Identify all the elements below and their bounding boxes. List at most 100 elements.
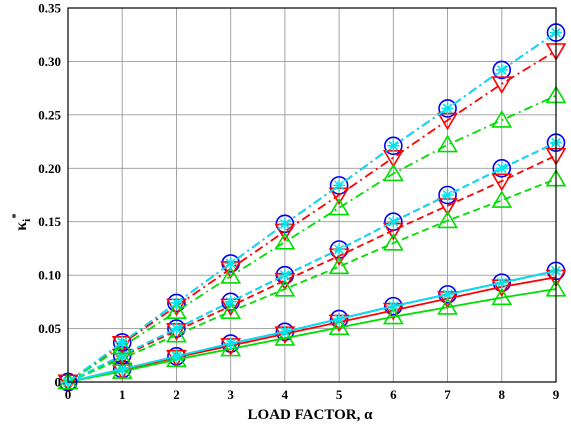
data-point-circle xyxy=(384,136,403,156)
data-point-star xyxy=(224,257,237,270)
x-tick-label: 5 xyxy=(336,387,343,402)
data-point-triangle-up xyxy=(328,256,350,275)
data-point-circle xyxy=(492,60,512,80)
data-point-triangle-up xyxy=(382,306,404,325)
x-axis-ticks: 0 1 2 3 4 5 6 7 8 9 xyxy=(65,387,560,402)
data-point-circle xyxy=(329,176,349,195)
data-point-star xyxy=(495,162,508,175)
data-point-triangle-up xyxy=(220,338,242,357)
data-point-circle xyxy=(438,185,457,205)
x-tick-label: 8 xyxy=(499,387,506,402)
data-point-triangle-up xyxy=(220,301,242,320)
series-2 xyxy=(57,269,567,393)
series-layer xyxy=(57,23,567,393)
y-tick-label: 0 xyxy=(55,375,62,390)
data-point-star xyxy=(278,217,291,230)
data-point-circle xyxy=(384,296,403,316)
data-point-star xyxy=(333,179,346,192)
data-point-circle xyxy=(384,212,403,232)
y-axis-ticks: 0 0.05 0.10 0.15 0.20 0.25 0.30 0.35 xyxy=(38,1,61,390)
data-point-triangle-up xyxy=(166,349,187,368)
data-point-triangle-up xyxy=(274,278,296,297)
series-line xyxy=(67,276,557,383)
data-point-star xyxy=(333,312,346,325)
data-point-triangle-up xyxy=(274,328,296,346)
data-point-triangle-up xyxy=(328,197,350,216)
x-tick-label: 9 xyxy=(553,387,560,402)
y-tick-label: 0.35 xyxy=(38,1,61,16)
data-point-triangle-up xyxy=(437,297,458,315)
data-point-star xyxy=(387,300,400,313)
data-point-star xyxy=(278,269,291,282)
x-tick-label: 4 xyxy=(282,387,289,402)
data-point-triangle-up xyxy=(437,134,458,153)
plot-frame xyxy=(67,7,557,383)
data-point-triangle-up xyxy=(166,324,187,343)
series-6 xyxy=(58,133,566,392)
x-tick-label: 3 xyxy=(227,387,234,402)
data-point-circle xyxy=(492,158,512,178)
data-point-star xyxy=(387,139,400,152)
series-line xyxy=(67,49,557,383)
series-line xyxy=(67,154,557,383)
data-point-circle xyxy=(167,293,186,313)
data-point-star xyxy=(441,189,454,201)
data-point-star xyxy=(170,350,183,363)
y-axis-label-sub: i xyxy=(21,219,33,222)
data-point-triangle-up xyxy=(274,231,296,250)
series-13 xyxy=(57,85,567,390)
y-axis-label: κi* xyxy=(10,213,33,231)
data-point-triangle-up xyxy=(382,232,404,251)
data-point-circle xyxy=(438,99,457,118)
data-point-triangle-up xyxy=(382,163,404,182)
series-line xyxy=(67,269,557,383)
data-point-star xyxy=(441,288,454,301)
data-point-circle xyxy=(492,273,512,292)
data-point-star xyxy=(116,336,129,349)
data-point-star xyxy=(170,296,183,309)
data-point-triangle-up xyxy=(220,266,242,284)
data-point-star xyxy=(333,243,346,256)
data-point-star xyxy=(441,102,454,115)
series-9 xyxy=(62,136,562,388)
x-tick-label: 6 xyxy=(390,387,397,402)
y-tick-label: 0.20 xyxy=(38,161,61,176)
y-axis-label-main: κ xyxy=(13,222,30,231)
y-tick-label: 0.15 xyxy=(38,214,61,229)
data-point-star xyxy=(116,349,129,362)
series-8 xyxy=(57,168,567,390)
series-4 xyxy=(62,264,562,388)
data-point-star xyxy=(387,215,400,228)
x-tick-label: 7 xyxy=(444,387,451,402)
data-point-triangle-up xyxy=(437,210,458,229)
series-line xyxy=(67,94,557,383)
x-axis-label: LOAD FACTOR, α xyxy=(248,407,374,423)
y-axis-label-sup: * xyxy=(10,213,22,219)
y-tick-label: 0.25 xyxy=(38,107,61,122)
series-line xyxy=(67,178,557,383)
data-point-triangle-up xyxy=(491,287,513,306)
y-tick-label: 0.05 xyxy=(38,321,61,336)
series-line xyxy=(67,31,557,383)
data-point-star xyxy=(170,322,183,335)
data-point-star xyxy=(495,63,508,76)
data-point-triangle-down xyxy=(491,76,513,94)
data-point-star xyxy=(224,337,237,350)
y-tick-label: 0.30 xyxy=(38,54,61,69)
series-line xyxy=(67,288,557,383)
series-line xyxy=(67,141,557,383)
data-point-star xyxy=(116,363,129,376)
x-tick-label: 0 xyxy=(65,387,72,402)
series-1 xyxy=(58,261,566,392)
series-7 xyxy=(57,147,567,393)
data-point-star xyxy=(278,325,291,338)
data-point-triangle-down xyxy=(491,173,513,192)
data-point-circle xyxy=(438,285,457,304)
x-tick-label: 2 xyxy=(173,387,180,402)
y-tick-label: 0.10 xyxy=(38,268,61,283)
data-point-triangle-up xyxy=(166,301,187,320)
x-tick-label: 1 xyxy=(119,387,126,402)
data-point-circle xyxy=(167,319,186,338)
data-point-triangle-up xyxy=(491,110,513,128)
